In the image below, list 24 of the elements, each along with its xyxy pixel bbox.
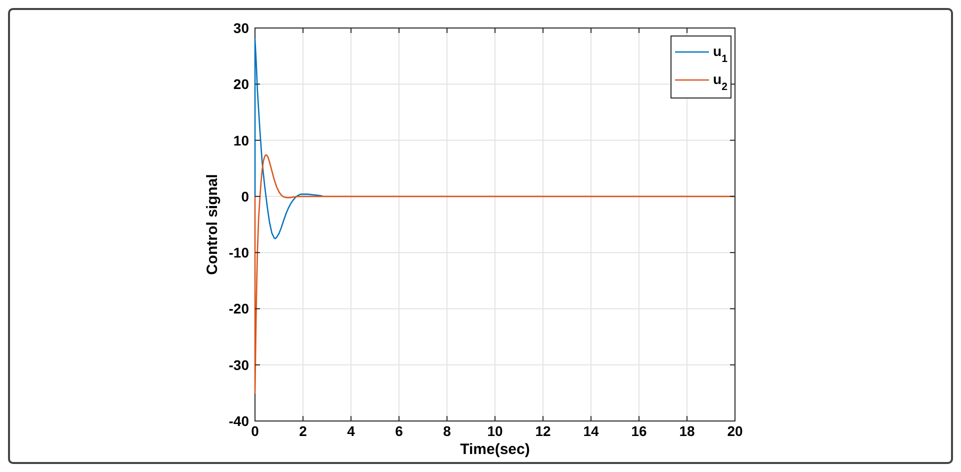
y-tick-label: 10 [233, 132, 250, 148]
x-tick-label: 18 [679, 423, 695, 439]
x-tick-label: 6 [395, 423, 404, 439]
legend-label: u$_{1}$ [713, 43, 728, 65]
x-tick-label: 4 [347, 423, 356, 439]
legend-label: u$_{2}$ [713, 71, 728, 93]
y-tick-label: 0 [241, 188, 250, 204]
y-tick-label: -30 [228, 356, 250, 373]
x-tick-label: 2 [299, 423, 308, 439]
x-tick-label: 14 [583, 423, 599, 439]
x-axis-title: Time(sec) [460, 441, 530, 458]
y-tick-label: -40 [228, 413, 250, 429]
x-tick-label: 20 [727, 423, 743, 439]
x-tick-label: 8 [443, 423, 452, 439]
x-tick-label: 16 [631, 423, 647, 439]
x-tick-label: 10 [487, 423, 503, 439]
y-tick-label: 20 [233, 76, 250, 92]
y-axis-title: Control signal [204, 174, 221, 275]
x-tick-label: 0 [251, 423, 260, 439]
line-series [254, 38, 323, 240]
y-tick-label: -20 [228, 300, 250, 317]
x-tick-label: 12 [535, 423, 551, 439]
y-tick-label: -10 [228, 244, 250, 261]
y-tick-label: 30 [233, 20, 250, 36]
